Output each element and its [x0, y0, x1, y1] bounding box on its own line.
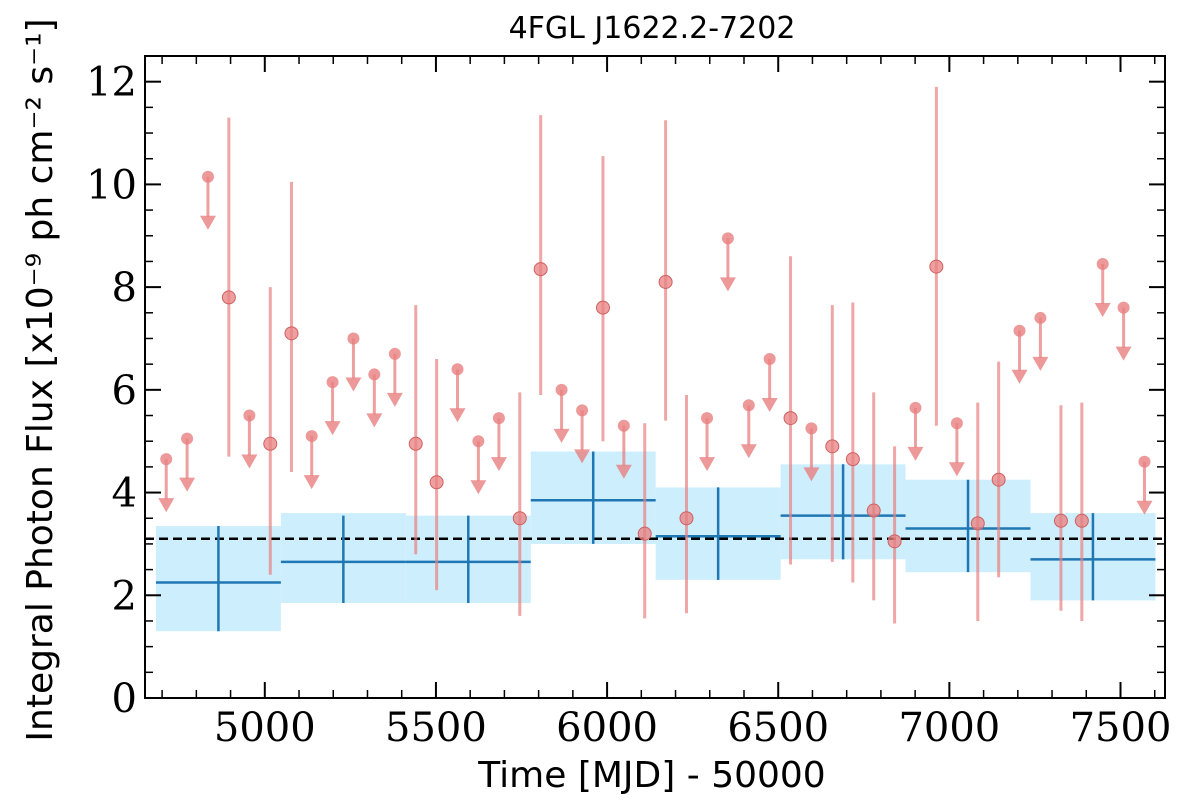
- y-tick-label: 6: [112, 368, 137, 414]
- upper-limit-point: [742, 399, 755, 412]
- monthly-point: [429, 475, 444, 490]
- monthly-point: [533, 262, 548, 277]
- upper-limit-arrow: [470, 480, 487, 495]
- monthly-point: [1074, 513, 1089, 528]
- y-tick-label: 10: [86, 162, 137, 208]
- upper-limit-arrow: [719, 277, 736, 292]
- upper-limit-arrow: [740, 444, 757, 459]
- upper-limit-point: [1138, 455, 1151, 468]
- yearly-bins-layer: [155, 451, 1156, 632]
- monthly-point: [408, 436, 423, 451]
- upper-limit-point: [160, 453, 173, 466]
- upper-limit-arrow: [1115, 346, 1132, 361]
- upper-limit-point: [472, 435, 485, 448]
- upper-limit-arrow: [948, 462, 965, 477]
- upper-limit-arrow: [158, 498, 175, 513]
- y-tick-label: 0: [112, 676, 137, 722]
- upper-limit-point: [326, 376, 339, 389]
- upper-limit-point: [388, 347, 401, 360]
- upper-limit-point: [1034, 311, 1047, 324]
- y-tick-label: 12: [86, 60, 137, 106]
- x-tick-label: 6500: [727, 705, 829, 751]
- upper-limit-point: [201, 170, 214, 183]
- upper-limit-point: [617, 419, 630, 432]
- axes-layer: 5000 5500 6000 6500 7000 7500 0 2 4 6 8 10 12: [86, 55, 1172, 751]
- monthly-point: [991, 472, 1006, 487]
- upper-limit-arrow: [1094, 303, 1111, 318]
- x-tick-label: 6000: [556, 705, 658, 751]
- y-axis-label: Integral Photon Flux [x10⁻⁹ ph cm⁻² s⁻¹]: [20, 18, 61, 741]
- upper-limit-point: [181, 432, 194, 445]
- monthly-point: [887, 534, 902, 549]
- x-tick-label: 5000: [214, 705, 316, 751]
- monthly-point: [512, 511, 527, 526]
- upper-limit-point: [347, 332, 360, 345]
- monthly-point: [637, 526, 652, 541]
- monthly-bins-layer: [158, 86, 1153, 624]
- upper-limit-point: [492, 412, 505, 425]
- upper-limit-arrow: [574, 449, 591, 464]
- upper-limit-point: [909, 401, 922, 414]
- upper-limit-point: [701, 412, 714, 425]
- plot-frame: [144, 55, 1166, 699]
- upper-limit-arrow: [1136, 500, 1153, 515]
- upper-limit-arrow: [303, 475, 320, 490]
- upper-limit-point: [805, 422, 818, 435]
- upper-limit-point: [305, 430, 318, 443]
- upper-limit-arrow: [1011, 369, 1028, 384]
- upper-limit-point: [721, 232, 734, 245]
- chart-title: 4FGL J1622.2-7202: [509, 11, 796, 46]
- y-tick-label: 8: [112, 265, 137, 311]
- x-tick-label: 5500: [385, 705, 487, 751]
- monthly-point: [825, 439, 840, 454]
- monthly-point: [783, 411, 798, 426]
- upper-limit-arrow: [386, 392, 403, 407]
- upper-limit-point: [555, 383, 568, 396]
- monthly-point: [1053, 513, 1068, 528]
- monthly-point: [866, 503, 881, 518]
- monthly-point: [221, 290, 236, 305]
- monthly-point: [970, 516, 985, 531]
- upper-limit-arrow: [907, 446, 924, 461]
- upper-limit-arrow: [803, 467, 820, 482]
- monthly-point: [929, 259, 944, 274]
- upper-limit-arrow: [324, 421, 341, 436]
- x-tick-label: 7000: [898, 705, 1000, 751]
- upper-limit-arrow: [699, 457, 716, 472]
- upper-limit-point: [243, 409, 256, 422]
- upper-limit-point: [451, 363, 464, 376]
- upper-limit-arrow: [366, 413, 383, 428]
- x-axis-label: Time [MJD] - 50000: [477, 755, 825, 796]
- upper-limit-point: [763, 353, 776, 366]
- y-tick-label: 4: [112, 471, 137, 517]
- monthly-point: [845, 452, 860, 467]
- upper-limit-arrow: [179, 477, 196, 492]
- monthly-point: [595, 300, 610, 315]
- upper-limit-point: [368, 368, 381, 381]
- upper-limit-point: [1117, 301, 1130, 314]
- monthly-point: [284, 326, 299, 341]
- monthly-point: [658, 274, 673, 289]
- upper-limit-point: [1096, 258, 1109, 271]
- upper-limit-point: [576, 404, 589, 417]
- upper-limit-arrow: [241, 454, 258, 469]
- upper-limit-point: [1013, 324, 1026, 337]
- upper-limit-arrow: [345, 377, 362, 392]
- upper-limit-arrow: [761, 398, 778, 413]
- upper-limit-arrow: [199, 215, 216, 230]
- upper-limit-point: [950, 417, 963, 430]
- upper-limit-arrow: [490, 457, 507, 472]
- upper-limit-arrow: [449, 408, 466, 423]
- x-tick-label: 7500: [1070, 705, 1172, 751]
- y-tick-label: 2: [112, 573, 137, 619]
- monthly-point: [263, 436, 278, 451]
- upper-limit-arrow: [1032, 356, 1049, 371]
- upper-limit-arrow: [553, 428, 570, 443]
- monthly-point: [679, 511, 694, 526]
- upper-limit-arrow: [615, 464, 632, 479]
